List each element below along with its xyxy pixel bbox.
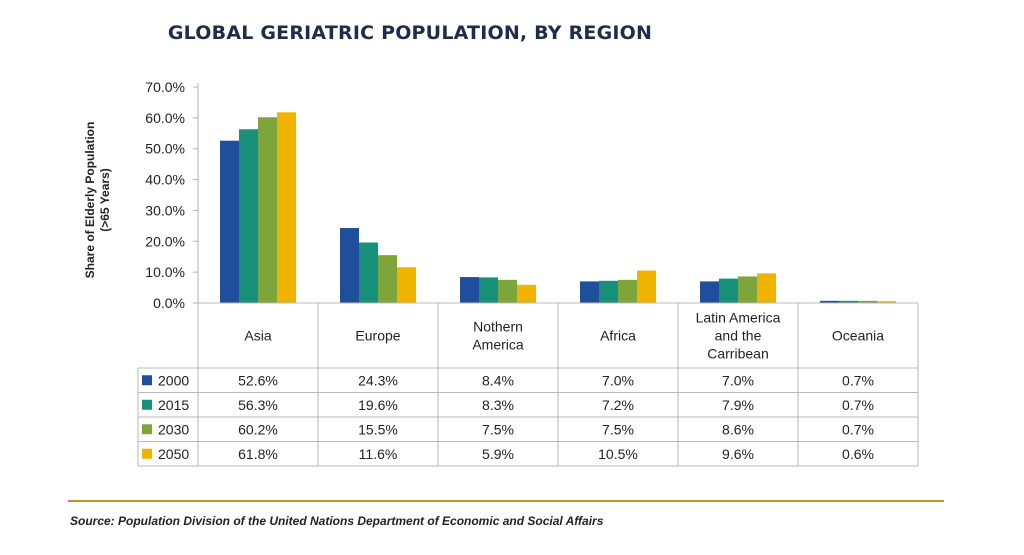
bar-2000-4 (700, 281, 719, 303)
bar-2000-1 (340, 228, 359, 303)
category-label-line: Oceania (832, 328, 884, 344)
data-label: 11.6% (359, 446, 398, 462)
bar-2000-2 (460, 277, 479, 303)
y-tick-label: 50.0% (145, 141, 185, 157)
data-label: 52.6% (238, 372, 278, 388)
y-tick-label: 70.0% (145, 79, 185, 95)
bar-2015-2 (479, 277, 498, 303)
category-label-line: Carribean (707, 346, 768, 362)
data-label: 8.3% (482, 397, 514, 413)
bar-2015-1 (359, 242, 378, 303)
data-label: 7.5% (482, 421, 514, 437)
data-label: 56.3% (238, 397, 278, 413)
bar-2030-5 (858, 300, 877, 303)
bar-2050-3 (637, 270, 656, 303)
legend-swatch-2000 (142, 375, 152, 386)
chart-title: GLOBAL GERIATRIC POPULATION, BY REGION (167, 22, 653, 44)
y-tick-label: 60.0% (145, 110, 185, 126)
bar-2050-2 (517, 284, 536, 303)
bar-2050-1 (397, 267, 416, 303)
category-label-line: Nothern (473, 319, 523, 335)
y-tick-label: 0.0% (153, 295, 185, 311)
data-label: 60.2% (238, 421, 278, 437)
data-label: 9.6% (722, 446, 754, 462)
data-label: 7.0% (602, 372, 634, 388)
legend-label-2000: 2000 (158, 372, 189, 388)
legend-swatch-2015 (142, 399, 152, 410)
bar-2030-0 (258, 117, 277, 304)
category-label-line: Latin America (696, 310, 781, 326)
data-label: 0.6% (842, 446, 874, 462)
data-label: 7.0% (722, 372, 754, 388)
category-label-line: Asia (244, 328, 271, 344)
data-label: 0.7% (842, 372, 874, 388)
category-label: Nothern America (472, 319, 524, 353)
legend-label-2030: 2030 (158, 421, 189, 437)
chart-area: 0.0% 10.0% 20.0% 30.0% 40.0% 50.0% 60.0% 70.0% A… (137, 79, 919, 467)
data-label: 5.9% (482, 446, 514, 462)
bar-2030-2 (498, 279, 517, 303)
category-label-line: Europe (355, 328, 400, 344)
category-label: Africa (600, 328, 636, 344)
bar-2050-0 (277, 112, 296, 303)
legend-label-2050: 2050 (158, 446, 189, 462)
bar-2015-5 (839, 300, 858, 303)
bar-2000-3 (580, 281, 599, 303)
category-label: Asia (244, 328, 271, 344)
data-label: 19.6% (358, 397, 398, 413)
y-tick-label: 40.0% (145, 172, 185, 188)
source-note: Source: Population Division of the Unite… (70, 514, 604, 528)
data-label: 10.5% (598, 446, 638, 462)
bar-2015-4 (719, 278, 738, 303)
bar-2015-3 (599, 280, 618, 303)
bar-2030-3 (618, 279, 637, 303)
bar-2050-5 (877, 301, 896, 303)
data-label: 0.7% (842, 421, 874, 437)
bar-2030-1 (378, 255, 397, 303)
data-label: 15.5% (358, 421, 398, 437)
bar-2050-4 (757, 273, 776, 303)
category-label: Europe (355, 328, 400, 344)
data-label: 24.3% (358, 372, 398, 388)
category-label: Latin America and the Carribean (696, 310, 781, 362)
bar-2030-4 (738, 276, 757, 303)
category-label-line: America (472, 337, 524, 353)
legend-label-2015: 2015 (158, 397, 189, 413)
bar-2000-0 (220, 140, 239, 303)
data-label: 7.5% (602, 421, 634, 437)
data-label: 61.8% (238, 446, 278, 462)
y-tick-label: 20.0% (145, 233, 185, 249)
data-label: 8.6% (722, 421, 754, 437)
category-label: Oceania (832, 328, 884, 344)
data-label: 0.7% (842, 397, 874, 413)
category-label-line: and the (715, 328, 762, 344)
source-divider (68, 500, 944, 502)
y-tick-label: 30.0% (145, 202, 185, 218)
legend-swatch-2030 (142, 424, 152, 435)
legend-swatch-2050 (142, 448, 152, 459)
data-label: 8.4% (482, 372, 514, 388)
y-tick-label: 10.0% (145, 264, 185, 280)
data-label: 7.9% (722, 397, 754, 413)
bar-2000-5 (820, 300, 839, 303)
data-label: 7.2% (602, 397, 634, 413)
category-label-line: Africa (600, 328, 636, 344)
bar-2015-0 (239, 129, 258, 303)
